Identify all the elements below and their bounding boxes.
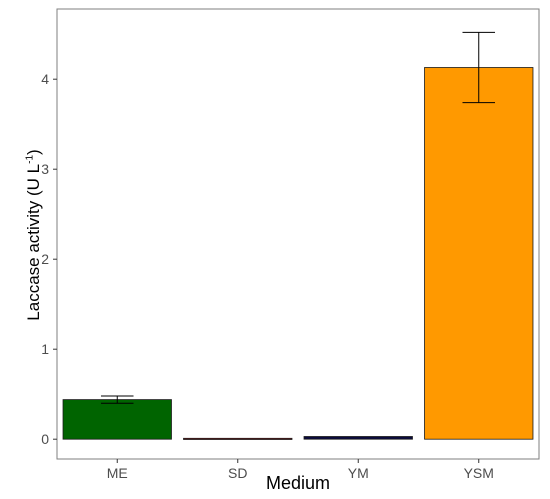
error-bars-group — [100, 31, 496, 404]
bar-sd — [183, 437, 293, 440]
x-tick-label: ME — [107, 465, 128, 481]
y-axis-title: Laccase activity (U L-1) — [24, 149, 44, 320]
y-tick-label: 2 — [41, 251, 49, 267]
y-axis-title-main: Laccase activity (U L — [24, 163, 43, 321]
y-tick-label: 0 — [41, 431, 49, 447]
y-axis-title-sup: -1 — [24, 154, 36, 164]
bar-ysm — [424, 67, 534, 440]
x-tick-label: SD — [228, 465, 247, 481]
x-tick-label: YSM — [464, 465, 494, 481]
y-axis: 0 1 2 3 4 — [41, 71, 57, 447]
bars-group — [62, 67, 534, 440]
bar-ym — [303, 436, 413, 440]
y-tick-label: 3 — [41, 161, 49, 177]
y-tick-label: 4 — [41, 71, 49, 87]
y-tick-label: 1 — [41, 341, 49, 357]
y-axis-title-close: ) — [24, 149, 43, 155]
x-tick-label: YM — [348, 465, 369, 481]
bar-me — [62, 399, 172, 440]
x-axis: ME SD YM YSM — [107, 459, 494, 481]
x-axis-title: Medium — [266, 473, 330, 493]
